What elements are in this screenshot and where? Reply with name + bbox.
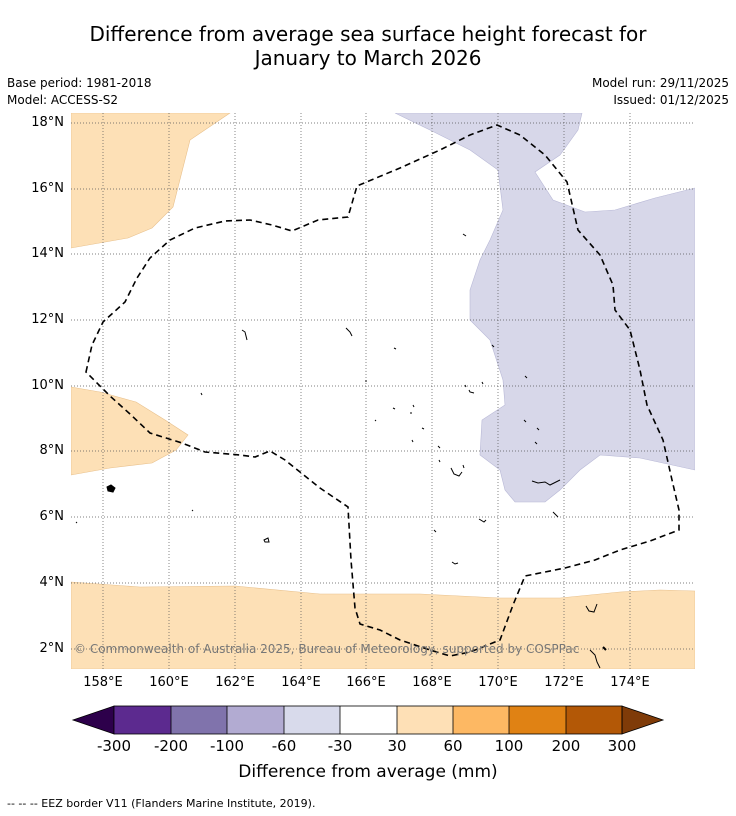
copyright-notice: © Commonwealth of Australia 2025, Bureau… (74, 642, 579, 656)
colorbar-tick-minus-300: -300 (96, 737, 132, 755)
negative-anomaly-region-east (394, 113, 695, 503)
base-period: Base period: 1981-2018 (7, 76, 152, 90)
lat-label-2n: 2°N (39, 641, 65, 656)
colorbar-outline (113, 705, 623, 735)
colorbar-tick-300: 300 (607, 737, 637, 755)
lat-label-14n: 14°N (31, 246, 64, 261)
colorbar-segment-9 (566, 706, 622, 734)
model-run: Model run: 29/11/2025 (591, 76, 729, 90)
model-name: Model: ACCESS-S2 (7, 93, 119, 107)
title-line-2: January to March 2026 (254, 46, 482, 70)
colorbar-dividers (170, 706, 567, 734)
positive-anomaly-region-south (71, 581, 695, 669)
colorbar-segment-3 (227, 706, 284, 734)
colorbar-segment-5 (340, 706, 397, 734)
lat-label-4n: 4°N (39, 575, 65, 590)
lon-label-166e: 166°E (346, 675, 386, 690)
lon-label-158e: 158°E (83, 675, 123, 690)
colorbar-tick-30: 30 (387, 737, 407, 755)
colorbar-segment-2 (171, 706, 227, 734)
lat-label-18n: 18°N (31, 115, 64, 130)
colorbar-tick-minus-60: -60 (271, 737, 297, 755)
colorbar (71, 705, 665, 735)
colorbar-extend-low (71, 705, 115, 735)
colorbar-segment-4 (284, 706, 340, 734)
lon-label-170e: 170°E (478, 675, 518, 690)
lon-label-162e: 162°E (215, 675, 255, 690)
colorbar-extend-high (621, 705, 665, 735)
chart-title: Difference from average sea surface heig… (0, 22, 736, 70)
graticule (71, 113, 695, 669)
eez-legend-note: -- -- -- EEZ border V11 (Flanders Marine… (7, 797, 316, 810)
lat-label-8n: 8°N (39, 443, 65, 458)
lon-label-174e: 174°E (610, 675, 650, 690)
lon-label-164e: 164°E (281, 675, 321, 690)
issued-date: Issued: 01/12/2025 (613, 93, 729, 107)
positive-anomaly-region-west (71, 386, 189, 476)
colorbar-tick-minus-100: -100 (209, 737, 245, 755)
colorbar-label: Difference from average (mm) (238, 762, 498, 782)
colorbar-tick-minus-200: -200 (153, 737, 189, 755)
lat-label-16n: 16°N (31, 181, 64, 196)
lat-label-6n: 6°N (39, 509, 65, 524)
colorbar-tick-100: 100 (494, 737, 524, 755)
colorbar-tick-200: 200 (551, 737, 581, 755)
lat-label-10n: 10°N (31, 378, 64, 393)
meta-left: Base period: 1981-2018 Model: ACCESS-S2 (7, 75, 152, 109)
lon-label-172e: 172°E (544, 675, 584, 690)
colorbar-segment-8 (509, 706, 566, 734)
lat-label-12n: 12°N (31, 312, 64, 327)
eez-border (85, 124, 680, 657)
lon-label-160e: 160°E (149, 675, 189, 690)
colorbar-segment-6 (397, 706, 453, 734)
colorbar-segment-1 (114, 706, 171, 734)
colorbar-tick-60: 60 (443, 737, 463, 755)
positive-anomaly-region-northwest (71, 113, 231, 249)
lon-label-168e: 168°E (412, 675, 452, 690)
islands (75, 233, 607, 669)
colorbar-tick-minus-30: -30 (327, 737, 353, 755)
map-area: © Commonwealth of Australia 2025, Bureau… (71, 113, 695, 669)
title-line-1: Difference from average sea surface heig… (89, 22, 647, 46)
meta-right: Model run: 29/11/2025 Issued: 01/12/2025 (592, 75, 729, 109)
colorbar-segment-7 (453, 706, 509, 734)
